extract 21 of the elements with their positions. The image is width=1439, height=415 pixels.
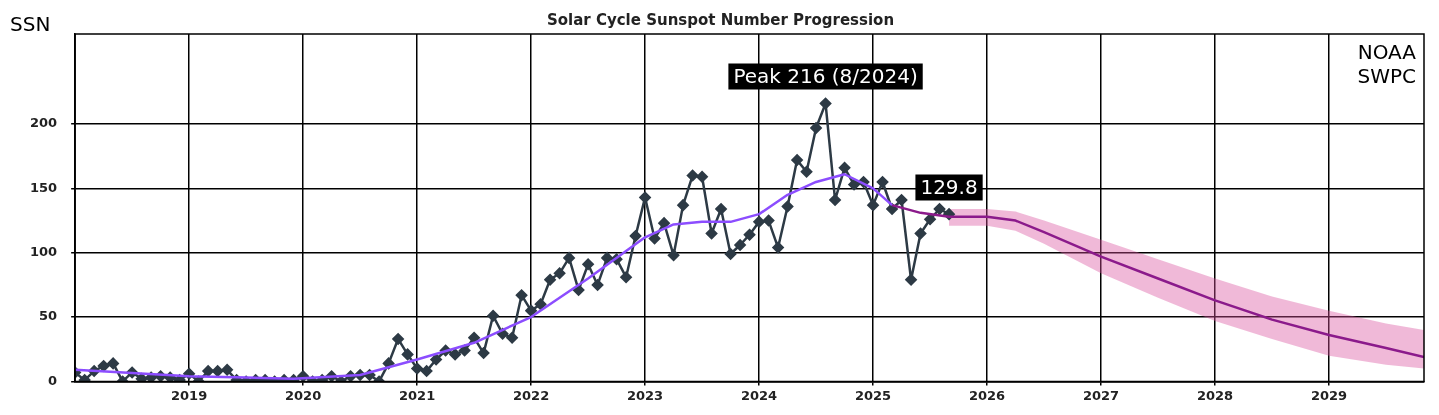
x-tick-label: 2024: [740, 387, 778, 403]
x-tick-label: 2029: [1310, 387, 1348, 403]
annotation: 129.8: [920, 174, 978, 199]
x-tick-label: 2028: [1196, 387, 1234, 403]
y-tick-label: 100: [30, 244, 58, 260]
x-tick-label: 2026: [968, 387, 1006, 403]
x-tick-label: 2022: [513, 387, 550, 403]
x-tick-label: 2020: [285, 387, 322, 403]
chart-title: Solar Cycle Sunspot Number Progression: [546, 10, 895, 29]
y-tick-label: 150: [30, 179, 58, 195]
x-tick-label: 2019: [171, 387, 208, 403]
y-axis-title: SSN: [10, 12, 51, 37]
x-tick-label: 2027: [1082, 387, 1120, 403]
y-tick-label: 50: [39, 308, 58, 324]
x-tick-label: 2025: [854, 387, 892, 403]
x-tick-label: 2021: [399, 387, 436, 403]
x-tick-label: 2023: [626, 387, 664, 403]
y-tick-label: 200: [30, 115, 58, 131]
y-tick-label: 0: [48, 372, 58, 388]
annotation: Peak 216 (8/2024): [733, 63, 918, 88]
annotation: NOAA SWPC: [1357, 40, 1417, 89]
